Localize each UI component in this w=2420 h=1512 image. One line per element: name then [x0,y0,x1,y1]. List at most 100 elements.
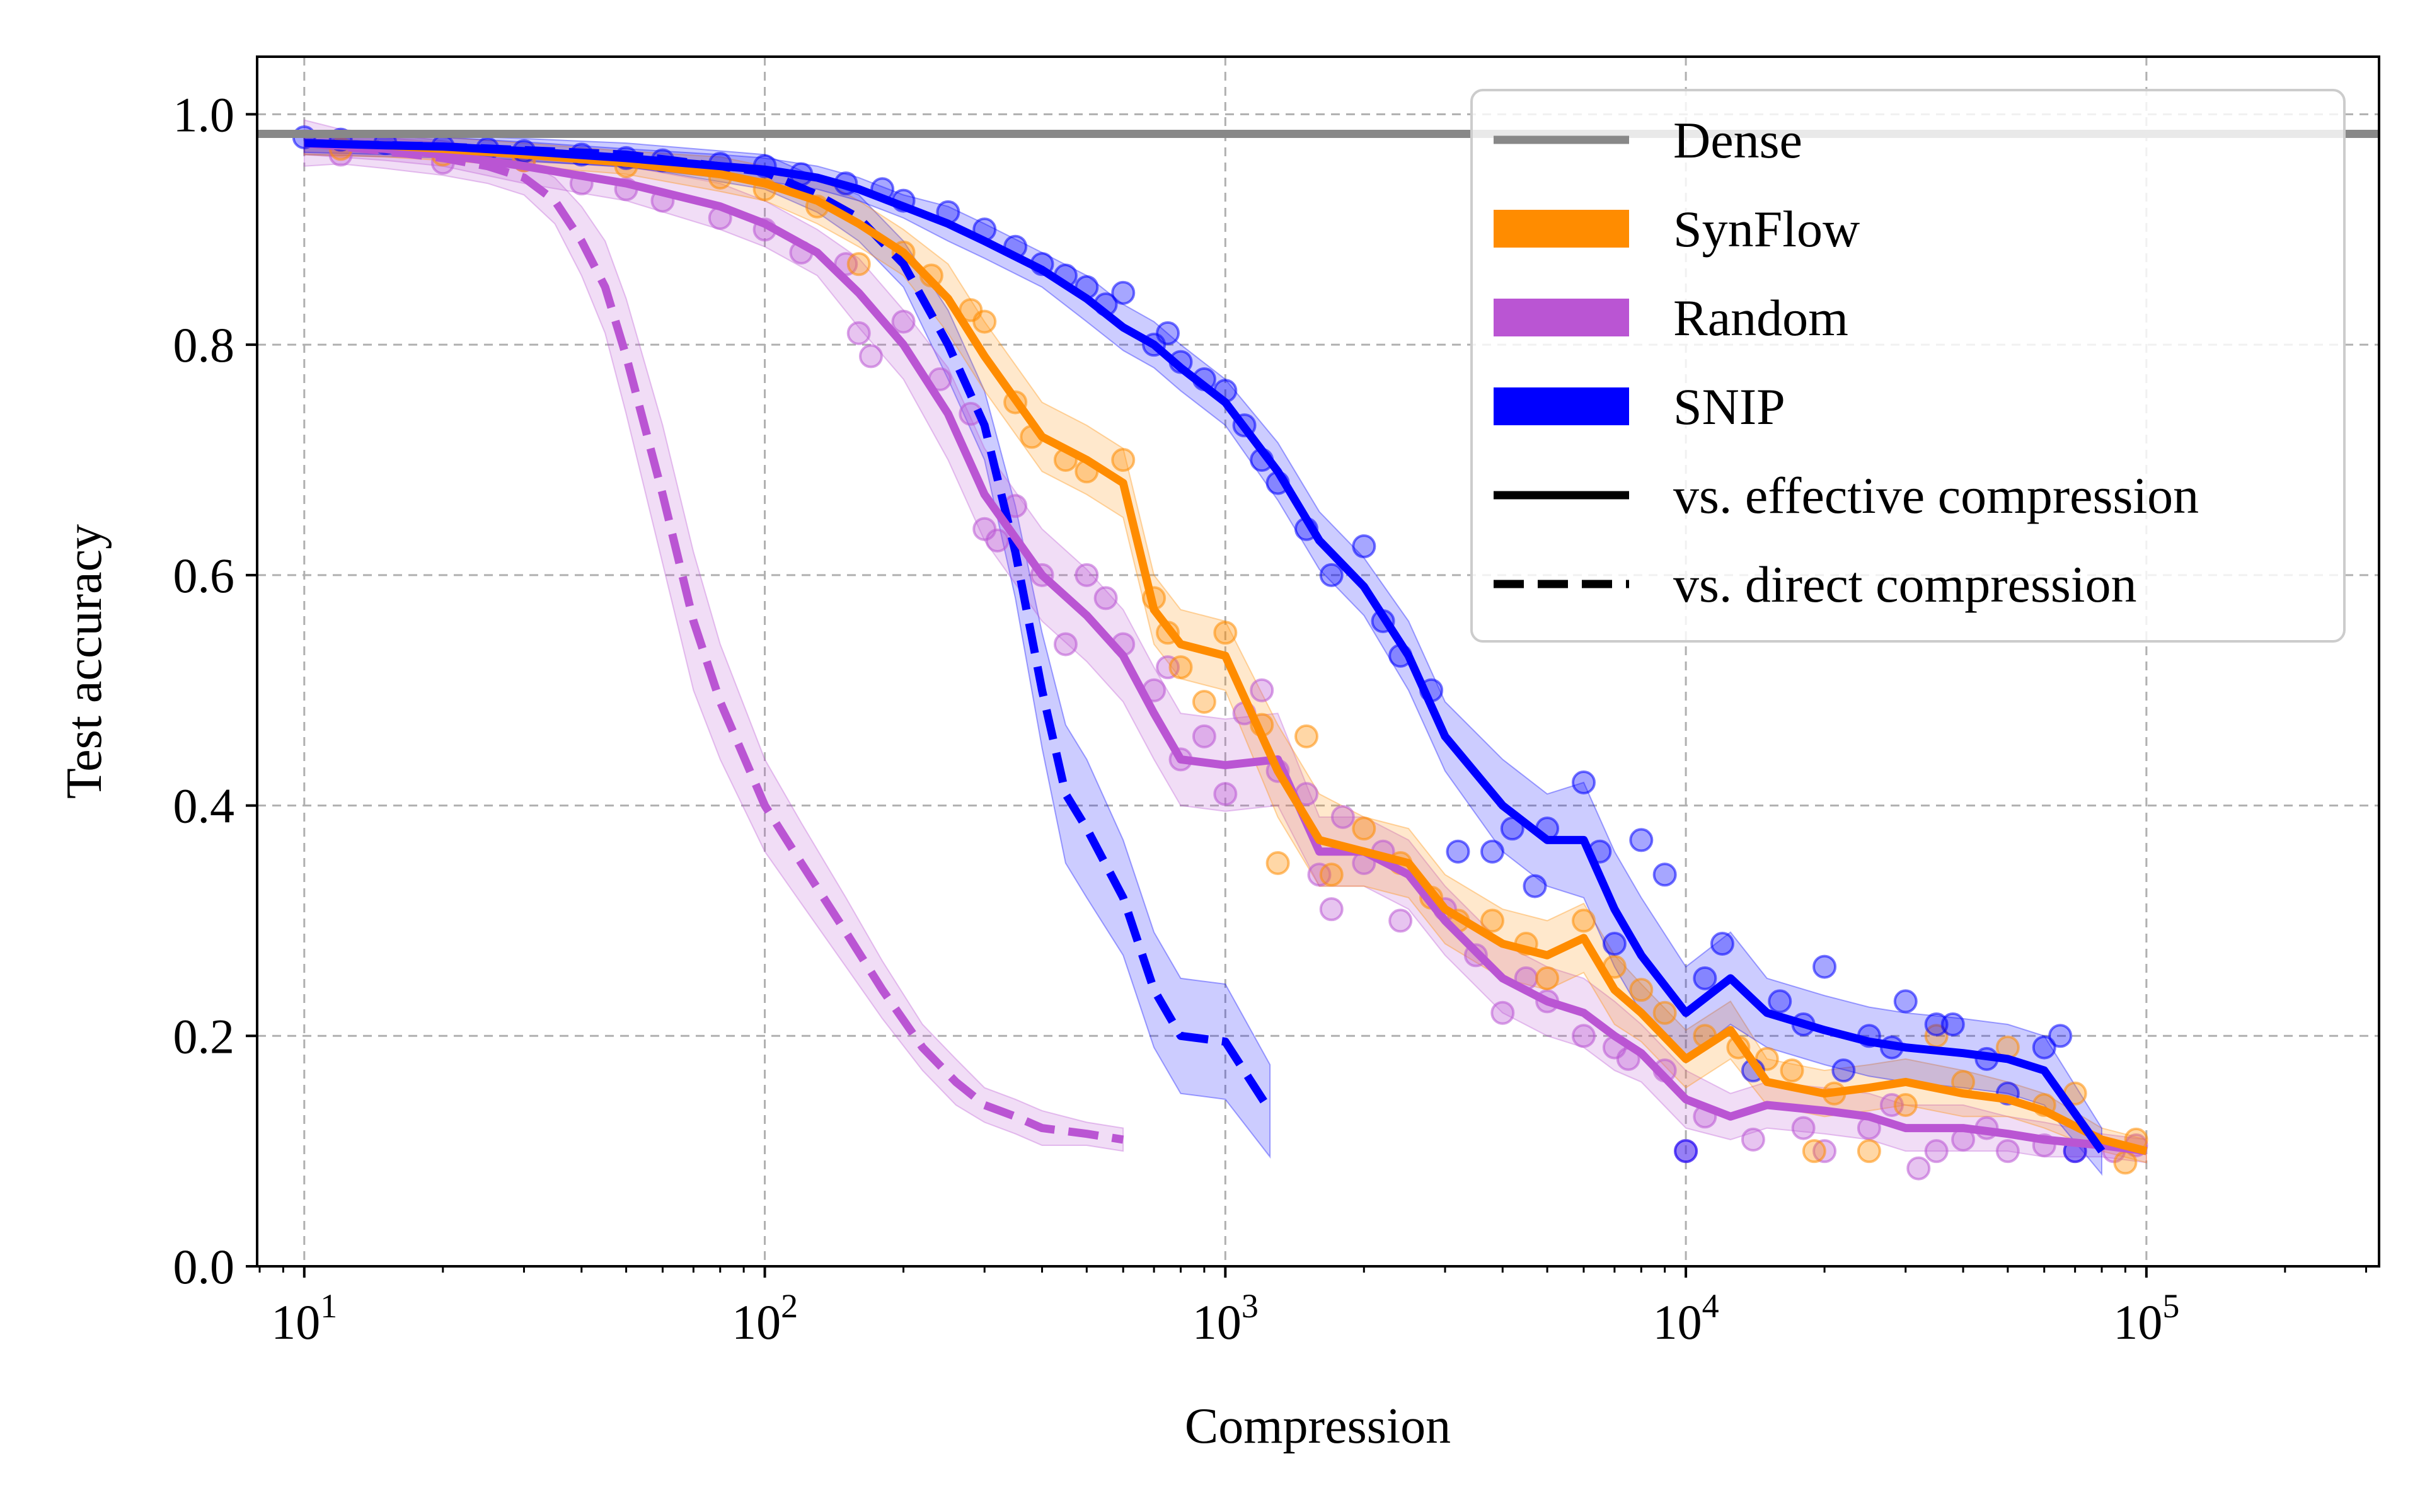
snip-solid-point [1319,563,1344,587]
synflow-solid-point [1893,1093,1918,1117]
random-solid-point [846,321,871,345]
snip-solid-point [1602,932,1627,956]
synflow-solid-point [1265,851,1290,875]
random-solid-point [1075,563,1099,587]
snip-solid-point [1446,839,1470,864]
random-dashed-band [303,119,1124,1152]
synflow-solid-point [1480,908,1505,933]
snip-solid-point [1710,932,1734,956]
x-tick-label: 103 [1192,1287,1259,1349]
snip-solid-point [1352,534,1376,559]
legend-snip-label: SNIP [1673,378,1785,435]
synflow-solid-point [2113,1150,2138,1175]
synflow-solid-point [972,309,997,334]
random-solid-point [1319,897,1344,922]
random-solid-point [1741,1127,1765,1152]
synflow-solid-point [1780,1058,1804,1083]
snip-solid-line [304,139,2106,1154]
snip-dashed-line [304,139,1274,1113]
snip-solid-point [1156,321,1180,345]
snip-solid-point [1893,989,1918,1014]
random-solid-point [891,309,916,334]
synflow-solid-point [1319,862,1344,887]
random-solid-point [985,529,1010,553]
random-solid-point [1924,1139,1949,1164]
random-solid-point [1093,586,1118,610]
random-solid-point [1490,1000,1515,1025]
snip-solid-point [2048,1024,2073,1048]
random-solid-point [1192,724,1216,748]
y-axis-label: Test accuracy [57,524,112,799]
x-axis-label: Compression [1185,1399,1451,1454]
snip-solid-point [2032,1035,2056,1060]
random-solid-point [1791,1116,1816,1140]
legend-random-swatch [1494,299,1629,336]
random-solid-line [304,139,2147,1155]
legend-frame [1470,89,2346,643]
random-solid-point [1213,782,1238,806]
legend-synflow-swatch [1494,210,1629,248]
snip-solid-point [1629,828,1654,852]
synflow-solid-point [1535,966,1560,990]
snip-solid-point [1693,966,1717,990]
synflow-solid-point [1111,448,1136,472]
random-solid-point [1307,862,1332,887]
confidence-bands [303,119,2147,1176]
snip-solid-point [1674,1139,1698,1164]
x-tick-label: 101 [271,1287,337,1349]
snip-solid-point [1111,280,1136,305]
random-solid-point [1906,1156,1931,1181]
y-tick-label: 0.8 [173,318,235,372]
synflow-solid-point [1571,908,1596,933]
legend-random-label: Random [1673,289,1848,346]
synflow-solid-point [1294,724,1319,748]
synflow-solid-point [1168,655,1193,680]
legend-vs-direct-compression-label: vs. direct compression [1673,556,2137,613]
synflow-solid-point [1352,816,1376,841]
random-solid-point [858,344,883,369]
random-solid-point [1388,908,1413,933]
axis-ticks: 0.0 0.2 0.4 0.6 0.8 1.0 101 102 103 104 105 [173,87,2368,1349]
legend-snip-swatch [1494,387,1629,425]
legend-vs-effective-compression-label: vs. effective compression [1673,467,2199,524]
random-dashed-line [304,139,1124,1144]
random-solid-point [1156,655,1180,680]
synflow-solid-band [303,130,2147,1164]
series-lines [304,139,2148,1155]
random-solid-point [1330,805,1355,829]
y-tick-label: 0.4 [173,779,235,833]
snip-solid-point [1523,874,1547,898]
y-tick-label: 0.2 [173,1009,235,1063]
plot-frame [256,55,2380,1268]
snip-solid-point [1924,1012,1949,1036]
legend-dense-label: Dense [1673,112,1802,169]
snip-solid-point [1812,954,1837,979]
synflow-solid-point [846,252,871,277]
snip-solid-point [1652,862,1677,887]
y-tick-label: 0.6 [173,548,235,603]
snip-solid-point [1768,989,1792,1014]
synflow-solid-point [1629,978,1654,1002]
random-solid-point [1995,1139,2020,1164]
snip-solid-point [1571,770,1596,794]
random-solid-band [303,130,2147,1164]
y-tick-label: 0.0 [173,1239,235,1294]
legend: Dense SynFlow Random SNIP vs. effective comp… [1470,89,2346,643]
random-solid-point [1053,632,1078,656]
synflow-solid-point [1213,621,1238,645]
snip-solid-point [1831,1058,1856,1083]
synflow-solid-point [1192,690,1216,714]
synflow-solid-line [304,139,2148,1155]
random-solid-point [1571,1024,1596,1048]
snip-solid-point [1480,839,1505,864]
random-solid-point [1250,678,1274,702]
x-tick-label: 105 [2113,1287,2179,1349]
x-tick-label: 102 [732,1287,798,1349]
synflow-solid-point [1802,1139,1826,1164]
synflow-solid-point [1857,1139,1881,1164]
x-tick-label: 104 [1653,1287,1719,1349]
synflow-solid-point [1652,1000,1677,1025]
snip-solid-point [1940,1012,1965,1036]
y-tick-label: 1.0 [173,87,235,142]
